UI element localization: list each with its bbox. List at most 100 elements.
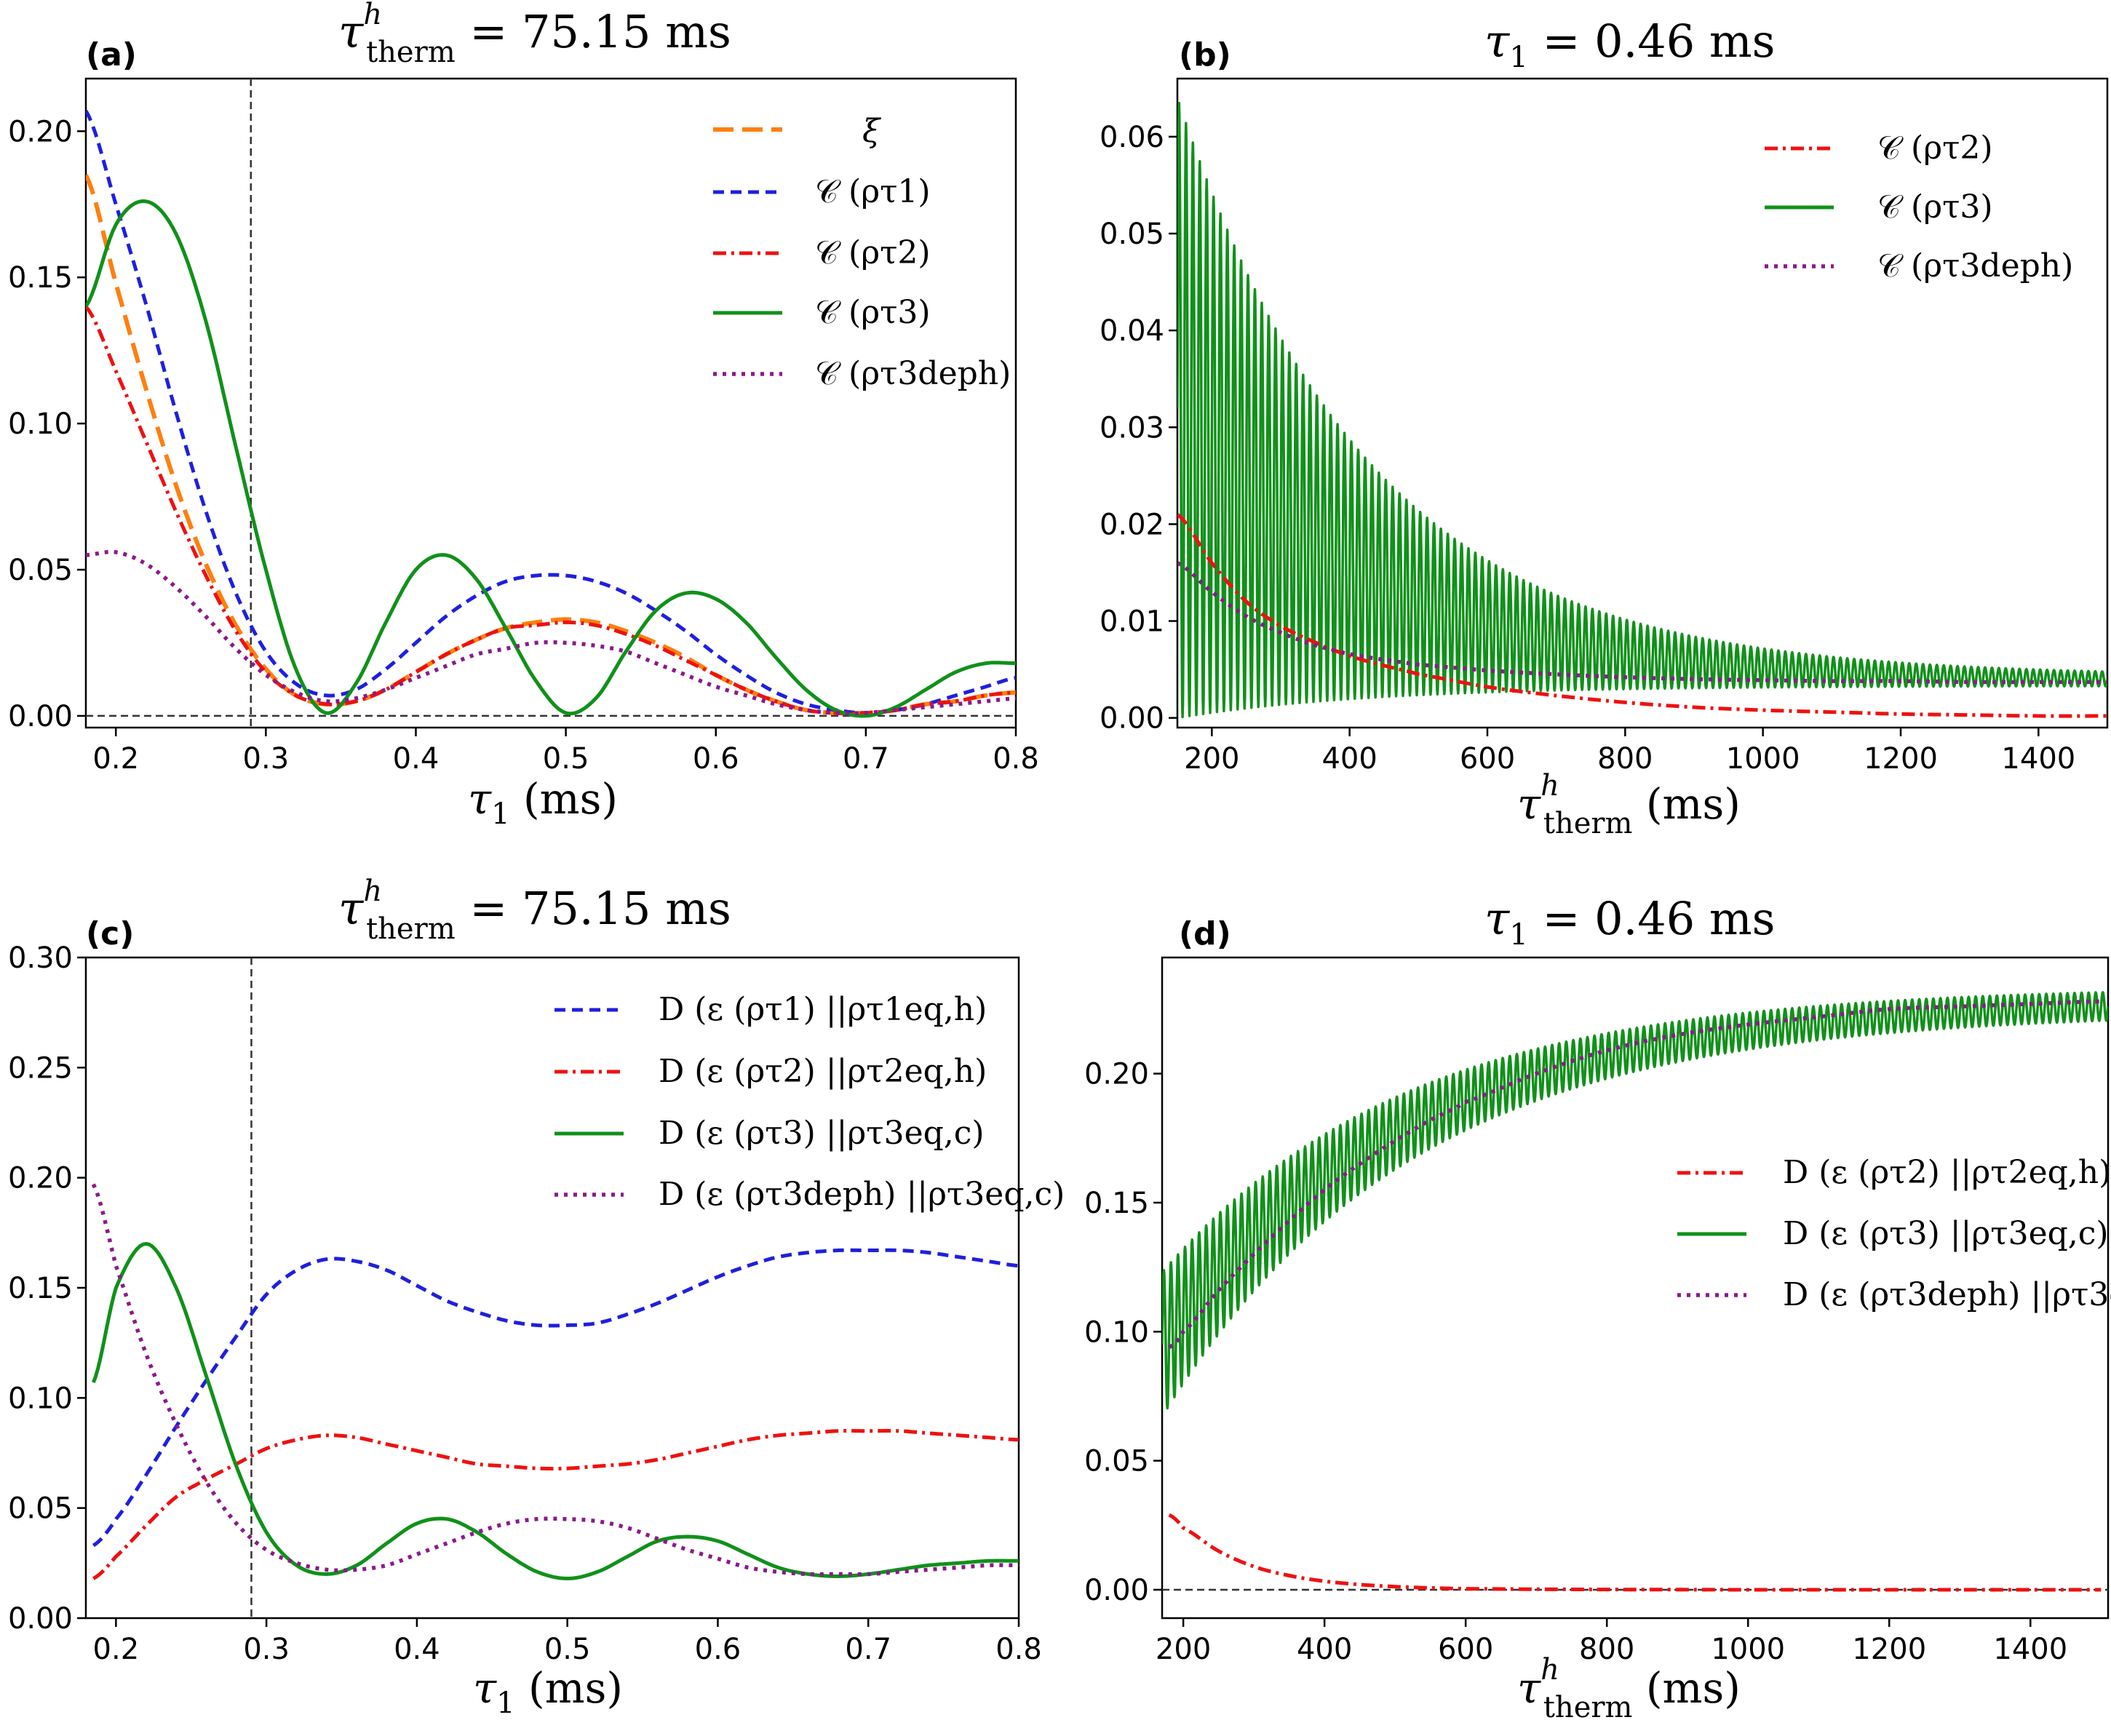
panel-a-ticks: 0.2 0.3 0.4 0.5 0.6 0.7 0.8 0.00 0.05 0.10 0.15 0.2… (8, 115, 1039, 776)
x-tick-label: 0.5 (544, 1633, 591, 1666)
x-tick-label: 400 (1321, 742, 1377, 776)
y-tick-label: 0.15 (8, 1272, 73, 1305)
legend-b-1: 𝒞 (ρτ3) (1877, 188, 1993, 226)
legend-a-3: 𝒞 (ρτ3) (815, 294, 931, 331)
series-clip-group (86, 79, 1016, 728)
x-tick-label: 200 (1156, 1633, 1211, 1666)
y-tick-label: 0.02 (1100, 508, 1164, 541)
panel-c-title: τh therm = 75.15 ms (338, 875, 731, 946)
series-line (1177, 561, 2107, 685)
x-tick-label: 0.2 (93, 1633, 140, 1666)
y-tick-label: 0.10 (8, 1382, 73, 1415)
x-tick-label: 0.3 (243, 1633, 290, 1666)
x-tick-label: 1200 (1864, 742, 1938, 776)
panel-c: (c) τh therm = 75.15 ms 0.2 0.3 0.4 0.5 0.6 0.… (8, 875, 1065, 1720)
y-tick-label: 0.05 (8, 554, 73, 587)
y-tick-label: 0.00 (8, 1602, 73, 1636)
y-tick-label: 0.05 (8, 1492, 73, 1526)
panel-c-xlabel: τ1 (ms) (473, 1663, 623, 1720)
panel-b-legend: 𝒞 (ρτ2) 𝒞 (ρτ3) 𝒞 (ρτ3deph) (1765, 130, 2073, 284)
series-line (1168, 1513, 2102, 1592)
legend-c-0: D (ε (ρτ1) ||ρτ1eq,h) (659, 991, 987, 1028)
legend-b-0: 𝒞 (ρτ2) (1877, 130, 1993, 167)
legend-d-2: D (ε (ρτ3deph) ||ρτ3eq,c) (1783, 1276, 2111, 1313)
series-line (1177, 101, 2107, 719)
y-tick-label: 0.25 (8, 1051, 73, 1085)
svg-text:τ1 (ms): τ1 (ms) (468, 774, 618, 831)
y-tick-label: 0.00 (8, 700, 73, 733)
legend-c-3: D (ε (ρτ3deph) ||ρτ3eq,c) (659, 1176, 1065, 1213)
panel-d-xlabel: τh therm (ms) (1517, 1653, 1741, 1724)
y-tick-label: 0.04 (1100, 314, 1164, 348)
x-tick-label: 600 (1438, 1633, 1493, 1666)
x-tick-label: 0.2 (92, 742, 139, 776)
panel-d-ticks: 200 400 600 800 1000 1200 1400 0.00 0.05 0.10 0.15… (1084, 1058, 2067, 1666)
x-tick-label: 1000 (1726, 742, 1800, 776)
x-tick-label: 0.4 (394, 1633, 440, 1666)
legend-c-2: D (ε (ρτ3) ||ρτ3eq,c) (659, 1115, 985, 1152)
svg-text:τ1 (ms): τ1 (ms) (473, 1663, 623, 1720)
legend-c-1: D (ε (ρτ2) ||ρτ2eq,h) (659, 1053, 987, 1090)
x-tick-label: 0.7 (843, 742, 889, 776)
panel-d-series (1162, 991, 2108, 1592)
y-tick-label: 0.06 (1100, 121, 1164, 154)
y-tick-label: 0.15 (1084, 1187, 1149, 1220)
x-tick-label: 0.5 (543, 742, 589, 776)
series-line (92, 1248, 1019, 1548)
panel-b-label: (b) (1179, 36, 1231, 73)
x-tick-label: 0.7 (845, 1633, 891, 1666)
legend-a-1: 𝒞 (ρτ1) (815, 173, 931, 210)
legend-d-0: D (ε (ρτ2) ||ρτ2eq,h) (1783, 1154, 2111, 1191)
x-tick-label: 800 (1597, 742, 1653, 776)
series-line (86, 110, 1016, 715)
x-tick-label: 0.6 (695, 1633, 742, 1666)
panel-b-xlabel: τh therm (ms) (1517, 769, 1741, 840)
series-line (86, 199, 1016, 718)
panel-d-legend: D (ε (ρτ2) ||ρτ2eq,h) D (ε (ρτ3) ||ρτ3eq… (1677, 1154, 2111, 1313)
panel-a-legend: ξ 𝒞 (ρτ1) 𝒞 (ρτ2) 𝒞 (ρτ3) 𝒞 (ρτ3deph) (713, 113, 1011, 392)
legend-d-1: D (ε (ρτ3) ||ρτ3eq,c) (1783, 1215, 2109, 1252)
panel-a-title: τh therm = 75.15 ms (338, 0, 731, 69)
x-tick-label: 400 (1297, 1633, 1352, 1666)
series-line (92, 1429, 1019, 1580)
y-tick-label: 0.00 (1100, 702, 1164, 736)
panel-a-axes-frame (84, 77, 1017, 729)
y-tick-label: 0.03 (1100, 411, 1164, 445)
x-tick-label: 1000 (1711, 1633, 1785, 1666)
x-tick-label: 1400 (1993, 1633, 2067, 1666)
series-clip-group (1162, 991, 2108, 1592)
panel-d: (d) τ1 = 0.46 ms 200 400 600 800 1000 1200 140… (1084, 892, 2111, 1724)
x-tick-label: 0.3 (243, 742, 290, 776)
panel-a-series (86, 79, 1016, 728)
y-tick-label: 0.30 (8, 941, 73, 975)
y-tick-label: 0.00 (1084, 1574, 1149, 1607)
series-line (91, 1183, 1019, 1577)
y-tick-label: 0.15 (8, 261, 73, 295)
panel-a: (a) τh therm = 75.15 ms 0.2 0.3 0.4 0.5 0.6 0.… (8, 0, 1039, 831)
svg-text:τ1 = 0.46 ms: τ1 = 0.46 ms (1484, 892, 1776, 952)
panel-b-title: τ1 = 0.46 ms (1484, 15, 1776, 74)
x-tick-label: 1200 (1852, 1633, 1926, 1666)
legend-b-2: 𝒞 (ρτ3deph) (1877, 247, 2073, 284)
series-line (86, 305, 1016, 715)
y-tick-label: 0.10 (1084, 1315, 1149, 1349)
panel-b-series (1177, 101, 2107, 719)
y-tick-label: 0.20 (1084, 1058, 1149, 1091)
y-tick-label: 0.01 (1100, 605, 1164, 639)
y-tick-label: 0.20 (8, 1162, 73, 1195)
x-tick-label: 0.6 (693, 742, 739, 776)
x-tick-label: 0.8 (995, 1633, 1042, 1666)
svg-text:τ1 = 0.46 ms: τ1 = 0.46 ms (1484, 15, 1776, 74)
series-clip-group (91, 957, 1019, 1618)
x-tick-label: 600 (1460, 742, 1515, 776)
panel-c-series (91, 957, 1019, 1618)
series-line (1177, 513, 2107, 718)
y-tick-label: 0.05 (1084, 1445, 1149, 1478)
legend-a-4: 𝒞 (ρτ3deph) (815, 355, 1011, 392)
panel-d-label: (d) (1179, 915, 1231, 952)
panel-a-xlabel: τ1 (ms) (468, 774, 618, 831)
